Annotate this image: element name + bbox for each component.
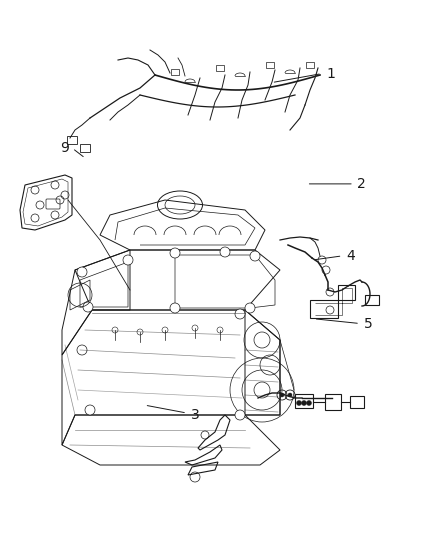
Circle shape bbox=[235, 410, 245, 420]
Circle shape bbox=[220, 247, 230, 257]
Circle shape bbox=[245, 303, 255, 313]
Text: 9: 9 bbox=[60, 141, 69, 155]
Circle shape bbox=[297, 400, 301, 406]
Circle shape bbox=[77, 267, 87, 277]
FancyBboxPatch shape bbox=[306, 62, 314, 68]
Circle shape bbox=[288, 393, 292, 397]
Circle shape bbox=[170, 248, 180, 258]
Circle shape bbox=[83, 302, 93, 312]
Circle shape bbox=[235, 309, 245, 319]
Circle shape bbox=[280, 393, 284, 397]
Circle shape bbox=[85, 405, 95, 415]
FancyBboxPatch shape bbox=[266, 62, 274, 68]
Circle shape bbox=[301, 400, 307, 406]
FancyBboxPatch shape bbox=[171, 69, 179, 75]
Text: 3: 3 bbox=[191, 408, 199, 422]
Circle shape bbox=[250, 251, 260, 261]
FancyBboxPatch shape bbox=[216, 65, 224, 71]
Text: 4: 4 bbox=[346, 249, 355, 263]
Circle shape bbox=[307, 400, 311, 406]
Circle shape bbox=[77, 345, 87, 355]
Circle shape bbox=[123, 255, 133, 265]
Text: 2: 2 bbox=[357, 177, 366, 191]
Text: 5: 5 bbox=[364, 317, 372, 330]
Circle shape bbox=[170, 303, 180, 313]
Text: 1: 1 bbox=[326, 67, 335, 80]
